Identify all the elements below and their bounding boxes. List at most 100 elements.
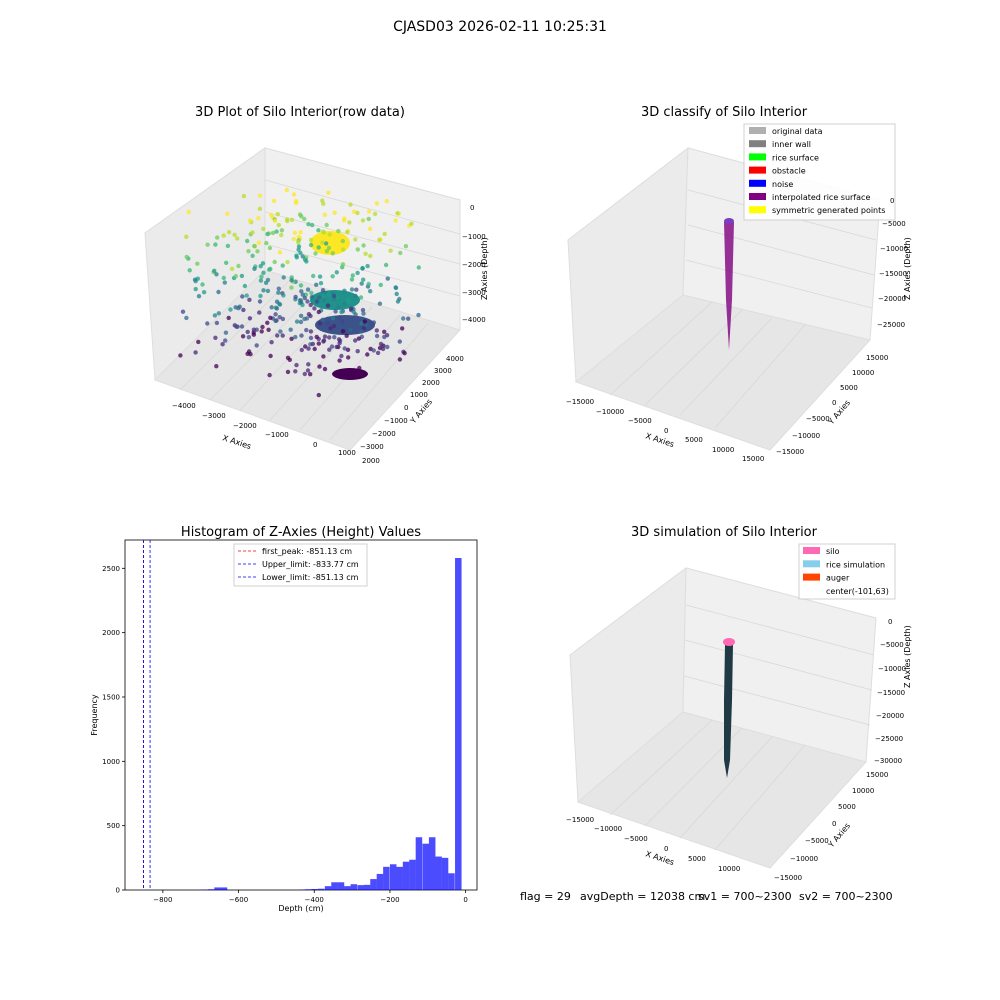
raw-3d-point [347,220,352,225]
raw-3d-point [287,357,292,362]
raw-3d-point [255,249,260,254]
raw-3d-point [240,294,245,299]
simulation-3d-grid [609,604,875,851]
raw-3d-point [257,299,263,304]
raw-3d-point [416,312,421,318]
raw-3d-point [344,333,349,338]
raw-3d-point [302,316,307,322]
raw-3d-point [359,329,364,334]
raw-3d-point [348,327,353,332]
raw-3d-point [298,313,304,318]
histogram-bar [376,873,384,890]
raw-3d-point [358,295,364,300]
raw-3d-point [328,326,333,331]
histogram-bar [370,879,377,890]
raw-3d-point [314,299,320,304]
raw-3d-point [312,306,317,311]
status-line: flag = 29 avgDepth = 12038 cm sv1 = 700~… [520,890,893,903]
raw-3d-point [281,275,286,280]
raw-3d-point [325,321,330,326]
raw-3d-point [337,340,342,346]
raw-3d-point [368,253,373,259]
raw-3d-point [337,315,342,320]
raw-3d-point [353,237,358,242]
raw-3d-point [336,304,341,310]
histogram-lines [143,540,151,890]
raw-3d-point [254,327,259,332]
histogram-bar [324,886,332,890]
raw-3d-point [366,281,371,287]
raw-3d-zlabel: Z Axies (Depth) [480,237,489,300]
simulation-3d-ylabel: Y Axies [826,821,852,850]
raw-3d-point [261,270,266,275]
raw-3d-point [383,262,389,268]
raw-3d-point [200,282,205,287]
raw-3d-point [363,251,368,256]
raw-3d-ytick: 1000 [410,391,428,399]
raw-3d-point [275,333,280,338]
raw-3d-point [298,283,304,288]
raw-3d-point [289,336,294,341]
raw-3d-point [265,288,271,294]
raw-3d-point [360,218,366,223]
raw-3d-point [332,293,337,299]
raw-3d-point [341,218,347,223]
simulation-3d-title: 3D simulation of Silo Interior [631,525,818,540]
raw-3d-point [298,230,303,235]
raw-3d-point [245,238,250,244]
raw-3d-point [220,342,225,347]
histogram-bar [389,864,397,890]
raw-3d-point [240,334,246,339]
raw-3d-ytick: 2000 [422,379,440,387]
raw-3d-point [332,210,337,215]
raw-3d-point [364,323,369,328]
simulation-3d-ztick: −25000 [875,735,903,743]
raw-3d-point [347,369,352,374]
raw-3d-point [348,202,353,207]
raw-3d-point [278,329,283,334]
raw-3d-point [280,333,285,338]
raw-3d-point [327,232,332,237]
histogram-ytick-label: 0 [116,887,120,895]
raw-3d-point [293,369,298,374]
classify-3d-ztick: −10000 [880,245,908,253]
simulation-3d-y-ticks: −15000 −10000 −5000 0 5000 10000 15000 [774,771,888,882]
legend-label: center(-101,63) [826,587,889,596]
classify-3d-xlabel: X Axies [644,431,675,449]
raw-3d-point [378,282,383,288]
classify-3d-ztick: −25000 [877,321,905,329]
raw-3d-point [235,236,240,241]
raw-3d-point [250,230,255,235]
panel-simulation-3d: 3D simulation of Silo Interior silo rice … [566,525,912,882]
raw-3d-point [406,316,411,321]
raw-3d-point [247,316,253,321]
raw-3d-point [360,266,365,271]
raw-3d-point [395,299,401,304]
raw-3d-point [192,277,198,282]
raw-3d-point [339,353,344,359]
raw-3d-point [355,247,360,252]
raw-3d-point [216,311,221,316]
classify-3d-title: 3D classify of Silo Interior [641,105,808,120]
raw-3d-point [321,339,326,344]
raw-3d-z-ticks: 0 −1000 −2000 −3000 −4000 [462,204,486,324]
raw-3d-point [329,344,335,349]
raw-3d-point [355,349,360,354]
raw-3d-point [353,338,358,343]
raw-3d-xtick: −3000 [202,412,226,420]
histogram-ytick-label: 1000 [102,758,120,766]
histogram-legend-label: Upper_limit: -833.77 cm [262,560,359,569]
raw-3d-point [361,243,366,248]
raw-3d-point [349,306,354,311]
raw-3d-point [308,372,313,377]
raw-3d-point [393,218,398,223]
raw-3d-point [242,283,248,289]
raw-3d-point [394,291,399,297]
raw-3d-point [213,335,218,340]
raw-3d-point [299,289,304,294]
raw-3d-xlabel: X Axies [221,433,252,451]
raw-3d-point [221,233,226,238]
classify-3d-xtick: −5000 [628,417,652,425]
simulation-3d-x-ticks: −15000 −10000 −5000 0 5000 10000 [566,816,740,873]
classify-3d-xtick: 5000 [685,436,703,444]
